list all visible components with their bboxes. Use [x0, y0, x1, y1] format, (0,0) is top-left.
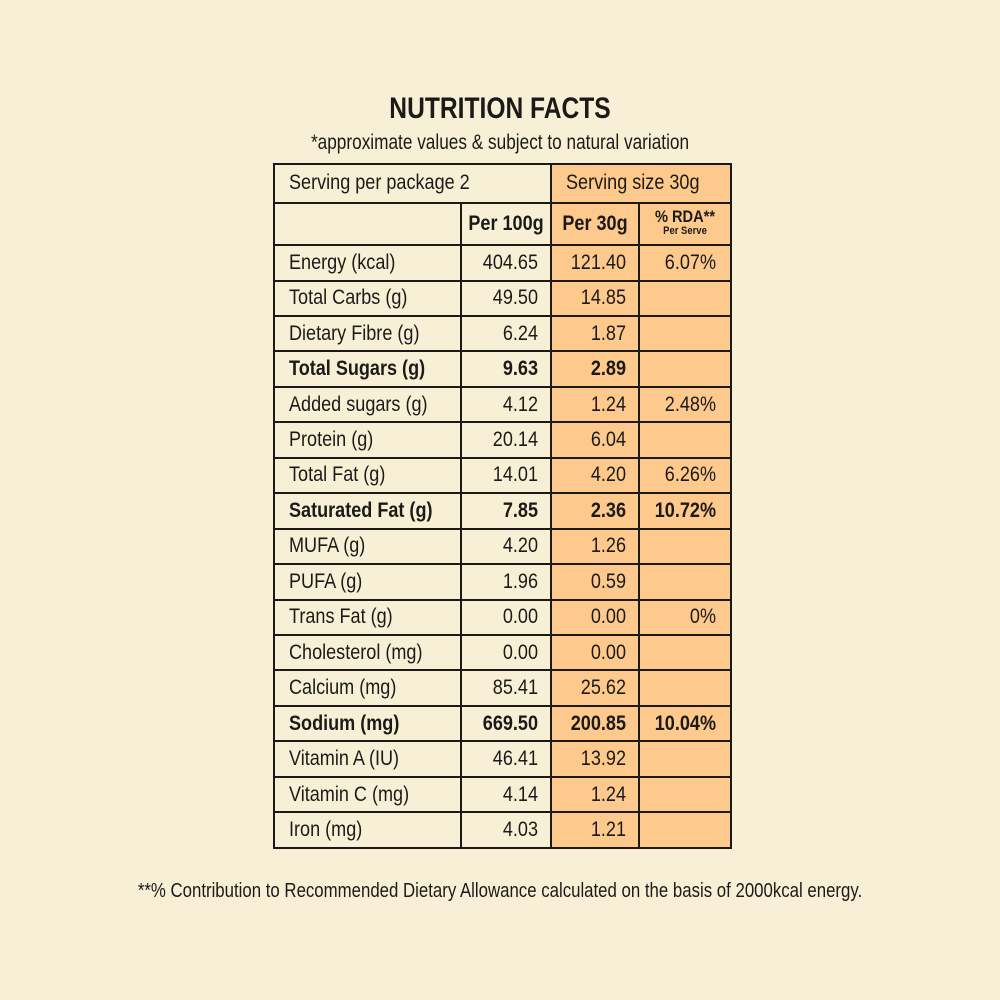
nutrient-label: Protein (g) — [273, 421, 462, 459]
rda-value — [638, 634, 733, 672]
per100-value: 46.41 — [459, 740, 553, 778]
table-row: Protein (g) 20.14 6.04 — [273, 421, 733, 459]
serving-size: Serving size 30g — [550, 163, 733, 204]
nutrient-label: Trans Fat (g) — [273, 598, 462, 637]
per30-value: 13.92 — [550, 740, 641, 778]
header-blank — [273, 201, 462, 247]
table-row: Total Fat (g) 14.01 4.20 6.26% — [273, 456, 733, 495]
nutrition-table: Serving per package 2 Serving size 30g P… — [272, 163, 733, 849]
table-row: Vitamin A (IU) 46.41 13.92 — [273, 740, 733, 778]
header-per100: Per 100g — [459, 201, 553, 247]
per30-value: 1.24 — [550, 385, 641, 424]
rda-value — [638, 279, 733, 317]
per100-value: 4.03 — [459, 811, 553, 849]
footnote: **% Contribution to Recommended Dietary … — [137, 880, 863, 902]
page-title: NUTRITION FACTS — [389, 92, 611, 125]
nutrient-label: Iron (mg) — [273, 811, 462, 849]
table-row: Saturated Fat (g) 7.85 2.36 10.72% — [273, 492, 733, 530]
per100-value: 20.14 — [459, 421, 553, 459]
serving-row: Serving per package 2 Serving size 30g — [272, 163, 733, 204]
nutrient-label: PUFA (g) — [273, 563, 462, 601]
rda-value: 6.26% — [638, 456, 733, 495]
rda-value — [638, 740, 733, 778]
table-row: Vitamin C (mg) 4.14 1.24 — [273, 775, 733, 814]
header-per30: Per 30g — [550, 201, 641, 247]
nutrient-label: Cholesterol (mg) — [273, 634, 462, 672]
per100-value: 85.41 — [459, 669, 553, 707]
table-row: PUFA (g) 1.96 0.59 — [273, 563, 733, 601]
subtitle: *approximate values & subject to natural… — [310, 131, 690, 154]
header-rda: % RDA** Per Serve — [638, 201, 733, 247]
nutrient-label: Saturated Fat (g) — [273, 492, 462, 530]
per100-value: 9.63 — [459, 350, 553, 388]
rda-value — [638, 314, 733, 353]
per100-value: 14.01 — [459, 456, 553, 495]
table-row: Sodium (mg) 669.50 200.85 10.04% — [273, 704, 733, 743]
per30-value: 25.62 — [550, 669, 641, 707]
per30-value: 14.85 — [550, 279, 641, 317]
nutrient-label: Energy (kcal) — [273, 244, 462, 282]
table-row: Energy (kcal) 404.65 121.40 6.07% — [273, 244, 733, 282]
table-row: Total Carbs (g) 49.50 14.85 — [273, 279, 733, 317]
per30-value: 0.00 — [550, 634, 641, 672]
per30-value: 1.26 — [550, 527, 641, 566]
per30-value: 1.87 — [550, 314, 641, 353]
per30-value: 0.00 — [550, 598, 641, 637]
per100-value: 4.14 — [459, 775, 553, 814]
rda-value — [638, 563, 733, 601]
per100-value: 7.85 — [459, 492, 553, 530]
per100-value: 669.50 — [459, 704, 553, 743]
table-row: MUFA (g) 4.20 1.26 — [273, 527, 733, 566]
nutrient-label: Total Sugars (g) — [273, 350, 462, 388]
rda-value — [638, 775, 733, 814]
rda-value — [638, 527, 733, 566]
table-row: Trans Fat (g) 0.00 0.00 0% — [273, 598, 733, 637]
nutrient-label: Added sugars (g) — [273, 385, 462, 424]
header-row: Per 100g Per 30g % RDA** Per Serve — [273, 201, 733, 247]
rda-value: 10.72% — [638, 492, 733, 530]
per100-value: 4.12 — [459, 385, 553, 424]
per30-value: 1.24 — [550, 775, 641, 814]
table-row: Dietary Fibre (g) 6.24 1.87 — [273, 314, 733, 353]
per100-value: 6.24 — [459, 314, 553, 353]
per30-value: 4.20 — [550, 456, 641, 495]
rda-value: 0% — [638, 598, 733, 637]
rda-value — [638, 669, 733, 707]
rda-value: 6.07% — [638, 244, 733, 282]
nutrient-label: MUFA (g) — [273, 527, 462, 566]
per30-value: 2.36 — [550, 492, 641, 530]
nutrient-label: Vitamin C (mg) — [273, 775, 462, 814]
table-row: Cholesterol (mg) 0.00 0.00 — [273, 634, 733, 672]
per30-value: 0.59 — [550, 563, 641, 601]
per30-value: 121.40 — [550, 244, 641, 282]
serving-per-package: Serving per package 2 — [272, 163, 553, 204]
rda-value — [638, 811, 733, 849]
per100-value: 4.20 — [459, 527, 553, 566]
per100-value: 0.00 — [459, 598, 553, 637]
table-row: Calcium (mg) 85.41 25.62 — [273, 669, 733, 707]
table-row: Total Sugars (g) 9.63 2.89 — [273, 350, 733, 388]
rda-value: 2.48% — [638, 385, 733, 424]
rda-value — [638, 421, 733, 459]
per100-value: 1.96 — [459, 563, 553, 601]
per30-value: 200.85 — [550, 704, 641, 743]
rda-value — [638, 350, 733, 388]
per30-value: 2.89 — [550, 350, 641, 388]
nutrient-label: Total Fat (g) — [273, 456, 462, 495]
table-row: Added sugars (g) 4.12 1.24 2.48% — [273, 385, 733, 424]
nutrient-label: Vitamin A (IU) — [273, 740, 462, 778]
per100-value: 49.50 — [459, 279, 553, 317]
nutrient-label: Dietary Fibre (g) — [273, 314, 462, 353]
table-row: Iron (mg) 4.03 1.21 — [273, 811, 733, 849]
per100-value: 0.00 — [459, 634, 553, 672]
nutrient-label: Sodium (mg) — [273, 704, 462, 743]
per100-value: 404.65 — [459, 244, 553, 282]
nutrient-label: Calcium (mg) — [273, 669, 462, 707]
per30-value: 1.21 — [550, 811, 641, 849]
per30-value: 6.04 — [550, 421, 641, 459]
rda-value: 10.04% — [638, 704, 733, 743]
nutrient-label: Total Carbs (g) — [273, 279, 462, 317]
